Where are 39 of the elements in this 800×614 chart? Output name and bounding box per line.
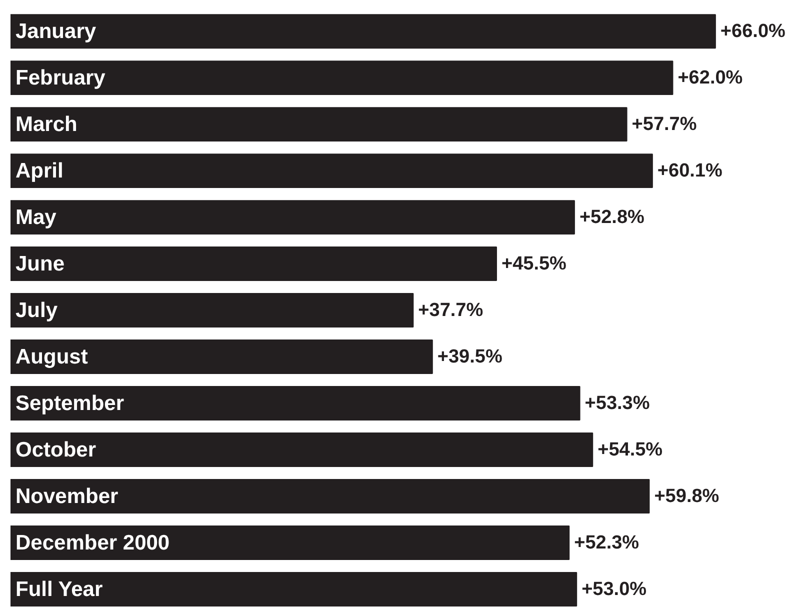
y-tick-label: July bbox=[16, 298, 58, 322]
bar bbox=[10, 154, 653, 188]
data-label: +39.5% bbox=[437, 346, 502, 368]
bar bbox=[10, 293, 414, 328]
bar bbox=[10, 107, 628, 142]
data-label: +37.7% bbox=[418, 300, 484, 321]
y-tick-label: November bbox=[16, 484, 118, 508]
data-label: +60.1% bbox=[657, 160, 722, 182]
bar bbox=[10, 60, 674, 96]
data-label: +53.0% bbox=[582, 578, 647, 600]
bar bbox=[10, 432, 594, 468]
bar bbox=[10, 479, 650, 514]
bar bbox=[10, 572, 578, 606]
data-label: +52.3% bbox=[574, 532, 640, 554]
data-label: +62.0% bbox=[678, 67, 743, 88]
data-label: +59.8% bbox=[654, 486, 720, 507]
bar bbox=[10, 386, 580, 421]
bar bbox=[10, 200, 575, 235]
bar bbox=[10, 340, 433, 374]
bar bbox=[10, 14, 716, 49]
y-tick-label: June bbox=[16, 252, 65, 276]
y-tick-label: Full Year bbox=[16, 578, 103, 601]
data-label: +45.5% bbox=[501, 253, 567, 274]
data-label: +53.3% bbox=[584, 392, 650, 414]
y-tick-label: September bbox=[16, 392, 124, 415]
data-label: +52.8% bbox=[579, 206, 645, 228]
y-tick-label: May bbox=[16, 206, 57, 229]
bar bbox=[10, 526, 570, 560]
y-tick-label: December 2000 bbox=[16, 531, 170, 554]
data-label: +57.7% bbox=[632, 114, 697, 135]
y-tick-label: October bbox=[16, 438, 96, 462]
y-tick-label: April bbox=[16, 159, 64, 182]
y-tick-label: January bbox=[16, 20, 96, 43]
data-label: +66.0% bbox=[720, 20, 786, 42]
y-tick-label: August bbox=[16, 345, 88, 368]
data-label: +54.5% bbox=[598, 439, 663, 460]
bar bbox=[10, 246, 497, 282]
y-tick-label: March bbox=[16, 112, 78, 136]
y-tick-label: February bbox=[16, 66, 106, 90]
